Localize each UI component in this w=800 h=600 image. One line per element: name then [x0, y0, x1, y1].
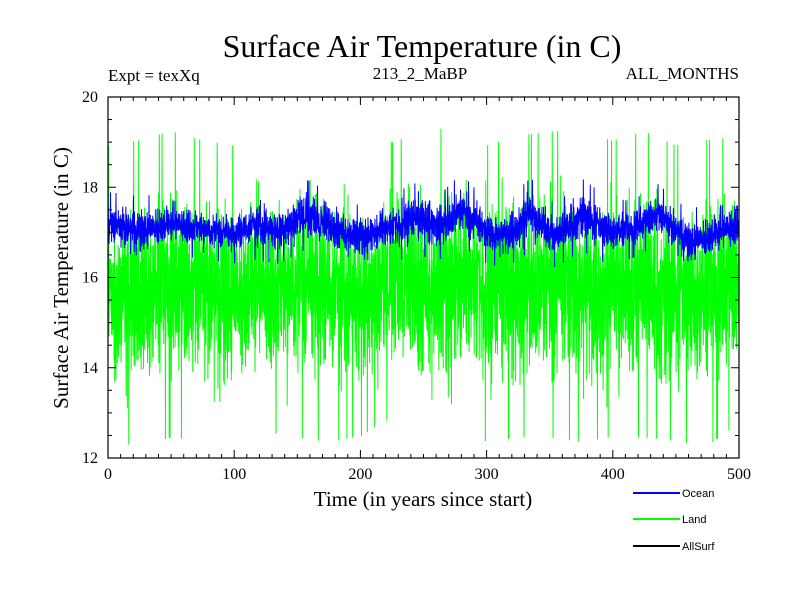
legend-label-allsurf: AllSurf: [682, 541, 715, 553]
ocean-series-line: [107, 179, 740, 268]
x-tick-label: 200: [348, 466, 372, 483]
y-tick-labels: 12 14 16 18 20: [82, 89, 98, 467]
x-tick-label: 400: [601, 466, 625, 483]
x-tick-label: 0: [104, 466, 112, 483]
experiment-label: Expt = texXq: [108, 66, 200, 85]
y-tick-label: 20: [82, 89, 98, 106]
x-axis-label: Time (in years since start): [314, 487, 533, 511]
x-tick-label: 300: [475, 466, 499, 483]
land-series-line: [107, 128, 740, 445]
y-tick-label: 16: [82, 270, 98, 287]
x-tick-label: 500: [727, 466, 751, 483]
period-label: 213_2_MaBP: [373, 64, 467, 83]
y-tick-label: 18: [82, 179, 98, 196]
legend-label-ocean: Ocean: [682, 488, 714, 500]
months-label: ALL_MONTHS: [626, 64, 739, 83]
legend: Ocean Land AllSurf: [633, 488, 715, 553]
chart-title: Surface Air Temperature (in C): [223, 28, 622, 64]
axis-ticks: [107, 96, 740, 459]
x-tick-label: 100: [222, 466, 246, 483]
y-tick-label: 12: [82, 450, 98, 467]
legend-label-land: Land: [682, 514, 706, 526]
y-axis-label: Surface Air Temperature (in C): [49, 147, 73, 409]
y-tick-label: 14: [82, 360, 98, 377]
x-tick-labels: 0 100 200 300 400 500: [104, 466, 751, 483]
plot-area: [107, 128, 740, 445]
